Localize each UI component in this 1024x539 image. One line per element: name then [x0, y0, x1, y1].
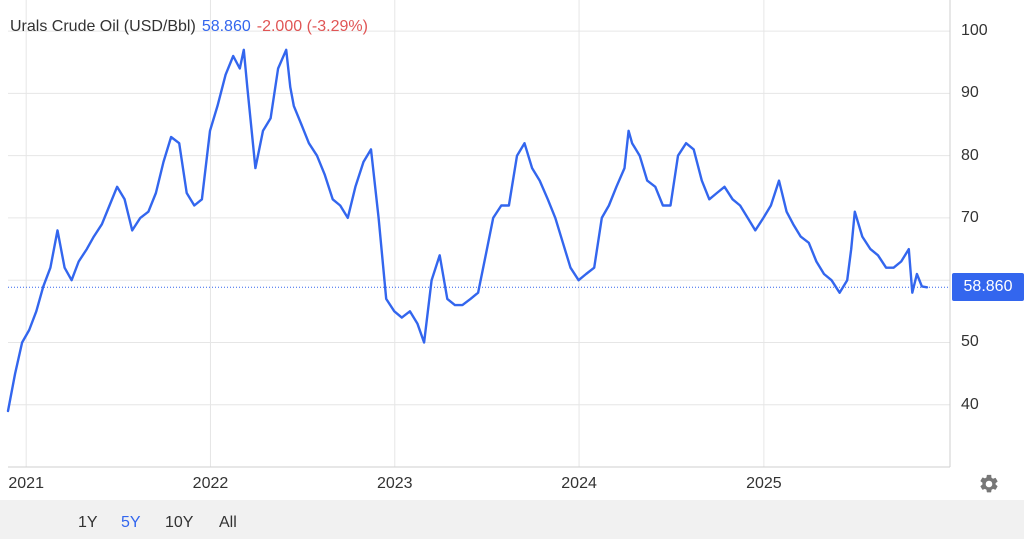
x-tick-label-2024: 2024 — [561, 475, 597, 492]
x-tick-label-2021: 2021 — [8, 475, 44, 492]
y-tick-label-50: 50 — [961, 333, 979, 351]
current-price: 58.860 — [201, 18, 251, 35]
y-tick-label-80: 80 — [961, 146, 979, 164]
range-footer — [0, 500, 1024, 539]
y-tick-label-90: 90 — [961, 84, 979, 102]
range-button-10y[interactable]: 10Y — [165, 514, 194, 531]
range-button-all[interactable]: All — [219, 514, 237, 531]
chart-grid — [8, 0, 950, 467]
y-tick-label-40: 40 — [961, 395, 979, 413]
series-line-urals[interactable] — [6, 48, 929, 413]
range-button-1y[interactable]: 1Y — [78, 514, 98, 531]
x-tick-label-2022: 2022 — [192, 475, 229, 492]
price-chart[interactable] — [0, 0, 1024, 500]
y-tick-label-70: 70 — [961, 208, 979, 226]
instrument-name: Urals Crude Oil (USD/Bbl) — [10, 18, 196, 35]
price-change: -2.000 (-3.29%) — [256, 18, 368, 35]
x-tick-label-2025: 2025 — [746, 475, 782, 492]
gear-icon[interactable] — [978, 473, 1000, 495]
y-tick-label-100: 100 — [961, 22, 988, 40]
chart-axes — [8, 0, 951, 468]
chart-header: Urals Crude Oil (USD/Bbl) 58.860 -2.000 (-… — [10, 18, 374, 36]
x-tick-label-2023: 2023 — [376, 475, 413, 492]
range-button-5y[interactable]: 5Y — [121, 514, 141, 531]
current-price-tag: 58.860 — [952, 273, 1024, 302]
